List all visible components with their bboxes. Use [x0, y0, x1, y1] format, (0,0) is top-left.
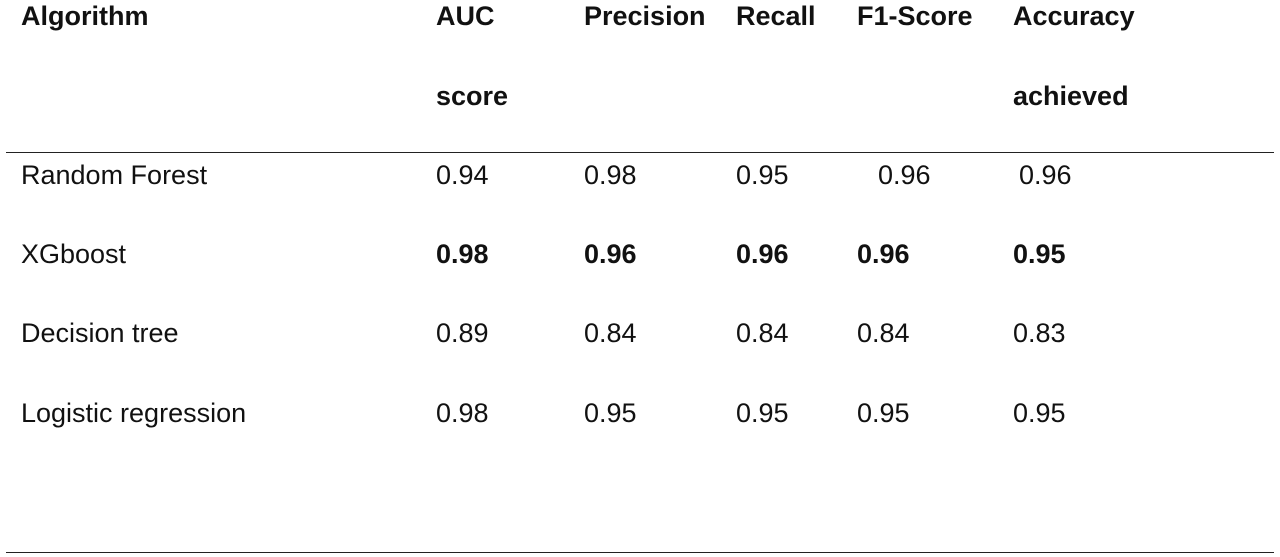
row-0-auc: 0.94: [436, 160, 489, 190]
row-3-f1: 0.95: [857, 398, 910, 428]
row-0-f1: 0.96: [878, 160, 931, 190]
row-1-algorithm: XGboost: [21, 239, 126, 269]
bottom-rule: [6, 552, 1274, 553]
header-recall-line1: Recall: [736, 1, 816, 31]
row-1-f1: 0.96: [857, 239, 910, 269]
header-accuracy-line1: Accuracy: [1013, 0, 1135, 56]
header-precision: Precision: [584, 0, 706, 56]
row-3-accuracy: 0.95: [1013, 398, 1066, 428]
row-2-recall: 0.84: [736, 318, 789, 348]
header-auc-line1: AUC: [436, 0, 508, 56]
header-algorithm: Algorithm: [21, 0, 149, 56]
header-auc-line2: score: [436, 56, 508, 136]
header-auc-score: AUC score: [436, 0, 508, 136]
row-1-accuracy: 0.95: [1013, 239, 1066, 269]
row-1-recall: 0.96: [736, 239, 789, 269]
header-accuracy-line2: achieved: [1013, 56, 1135, 136]
header-accuracy-achieved: Accuracy achieved: [1013, 0, 1135, 136]
row-0-recall: 0.95: [736, 160, 789, 190]
header-recall: Recall: [736, 0, 816, 56]
row-3-algorithm: Logistic regression: [21, 398, 246, 428]
row-3-precision: 0.95: [584, 398, 637, 428]
header-rule: [6, 152, 1274, 153]
row-2-algorithm: Decision tree: [21, 318, 179, 348]
row-2-accuracy: 0.83: [1013, 318, 1066, 348]
row-0-precision: 0.98: [584, 160, 637, 190]
header-algorithm-line1: Algorithm: [21, 1, 149, 31]
row-2-auc: 0.89: [436, 318, 489, 348]
row-3-recall: 0.95: [736, 398, 789, 428]
header-precision-line1: Precision: [584, 1, 706, 31]
row-1-precision: 0.96: [584, 239, 637, 269]
header-f1-score: F1-Score: [857, 0, 973, 56]
row-3-auc: 0.98: [436, 398, 489, 428]
header-f1-line1: F1-Score: [857, 1, 973, 31]
row-2-precision: 0.84: [584, 318, 637, 348]
row-2-f1: 0.84: [857, 318, 910, 348]
row-0-accuracy: 0.96: [1019, 160, 1072, 190]
row-1-auc: 0.98: [436, 239, 489, 269]
row-0-algorithm: Random Forest: [21, 160, 207, 190]
